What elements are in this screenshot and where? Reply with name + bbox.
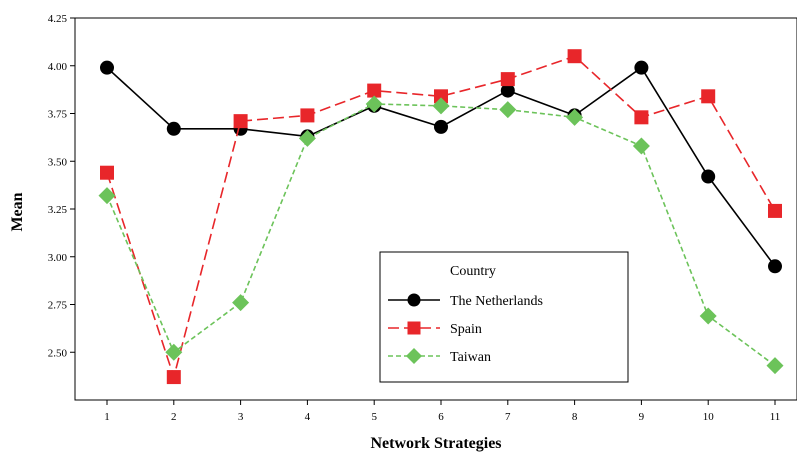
data-point — [232, 294, 250, 312]
data-point — [634, 110, 649, 125]
legend-item: The Netherlands — [388, 293, 543, 309]
x-axis-title: Network Strategies — [370, 435, 501, 452]
data-point — [634, 60, 649, 75]
data-point — [766, 357, 784, 375]
data-point — [100, 165, 114, 180]
data-point — [701, 89, 716, 104]
legend-item: Spain — [388, 321, 482, 337]
x-tick-label: 4 — [305, 411, 311, 423]
data-point — [300, 108, 315, 123]
legend-label: Taiwan — [450, 350, 491, 365]
series-line — [106, 55, 776, 380]
y-tick-label: 3.50 — [48, 156, 68, 168]
y-tick-label: 3.25 — [48, 204, 68, 216]
data-point — [233, 114, 248, 129]
y-tick-label: 2.75 — [48, 300, 68, 312]
legend-label: The Netherlands — [450, 294, 543, 309]
data-point — [166, 370, 181, 385]
data-point — [434, 119, 448, 134]
data-point — [500, 83, 515, 98]
x-tick-label: 9 — [639, 411, 645, 423]
x-tick-label: 6 — [438, 411, 444, 423]
y-tick-label: 3.75 — [48, 109, 68, 121]
data-point — [434, 89, 448, 104]
series-the-netherlands — [100, 60, 782, 274]
data-point — [298, 129, 316, 147]
legend-item: Taiwan — [388, 348, 491, 365]
x-tick-label: 10 — [703, 411, 715, 423]
series-taiwan — [98, 95, 784, 375]
data-point — [165, 343, 183, 361]
x-tick-label: 1 — [104, 411, 110, 423]
y-axis: 2.50 2.75 3.00 3.25 3.50 3.75 4.00 4.25 — [48, 13, 75, 359]
data-point — [567, 49, 582, 64]
data-point — [100, 60, 114, 75]
data-point — [367, 83, 382, 98]
y-tick-label: 4.00 — [48, 61, 68, 73]
x-tick-label: 5 — [371, 411, 377, 423]
legend-label: Spain — [450, 322, 482, 337]
legend: Country The Netherlands Spain Taiwan — [379, 251, 629, 383]
legend-marker — [407, 293, 421, 307]
data-point — [500, 72, 515, 87]
legend-box — [379, 251, 629, 383]
x-tick-label: 3 — [238, 411, 244, 423]
y-tick-label: 2.50 — [48, 347, 68, 359]
data-point — [632, 137, 650, 155]
data-point — [166, 121, 181, 136]
x-tick-label: 8 — [572, 411, 578, 423]
y-tick-label: 3.00 — [48, 252, 68, 264]
legend-title: Country — [450, 264, 496, 279]
y-tick-label: 4.25 — [48, 13, 68, 25]
x-tick-label: 7 — [505, 411, 511, 423]
data-point — [499, 101, 517, 119]
data-point — [365, 95, 383, 113]
data-point — [98, 187, 116, 205]
data-point — [768, 259, 782, 274]
data-point — [699, 307, 717, 325]
y-axis-title: Mean — [9, 192, 26, 231]
data-point — [432, 97, 450, 115]
series-spain — [100, 49, 782, 385]
series-layer — [98, 49, 784, 385]
x-tick-label: 11 — [770, 411, 781, 423]
data-point — [701, 169, 716, 184]
data-point — [566, 108, 584, 126]
legend-marker — [407, 321, 421, 335]
x-tick-label: 2 — [171, 411, 177, 423]
legend-marker — [406, 348, 422, 364]
x-axis: 1 2 3 4 5 6 7 8 9 10 11 — [104, 400, 780, 423]
data-point — [768, 203, 782, 218]
